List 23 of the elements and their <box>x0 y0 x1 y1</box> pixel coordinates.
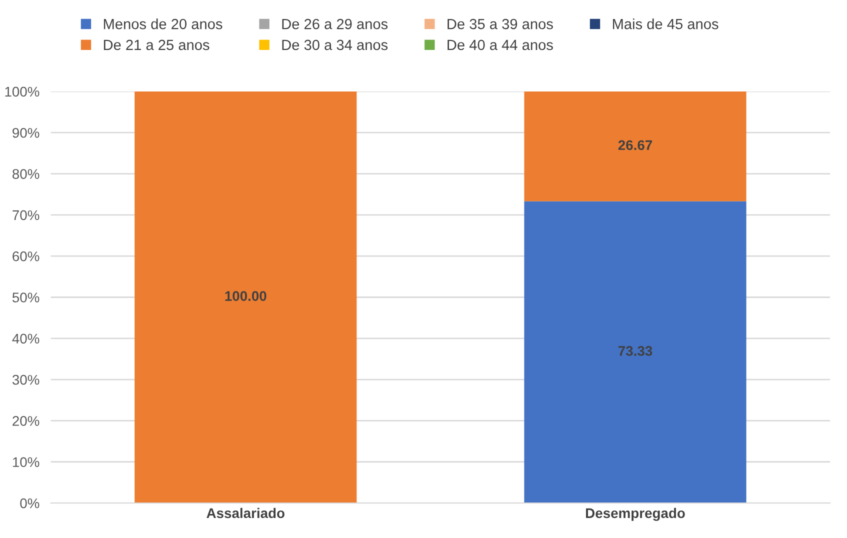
y-tick-label: 10% <box>12 457 40 468</box>
legend-label: De 26 a 29 anos <box>282 18 388 30</box>
data-label: 100.00 <box>225 291 266 301</box>
x-tick-label: Desempregado <box>586 508 685 521</box>
data-label: 73.33 <box>618 346 652 356</box>
y-tick-label: 60% <box>12 251 40 262</box>
x-tick-label: Assalariado <box>206 508 284 518</box>
y-tick-label: 70% <box>12 210 40 220</box>
legend-label: De 35 a 39 anos <box>448 18 553 30</box>
y-tick-label: 50% <box>12 292 40 302</box>
y-tick-label: 90% <box>12 128 40 138</box>
y-tick-label: 80% <box>12 169 40 179</box>
y-tick-label: 0% <box>20 498 40 508</box>
data-label: 26.67 <box>618 140 652 150</box>
y-tick-label: 40% <box>12 334 40 344</box>
y-tick-label: 100% <box>5 86 40 97</box>
legend-label: De 30 a 34 anos <box>282 40 388 50</box>
y-tick-label: 30% <box>12 374 40 385</box>
legend-label: De 40 a 44 anos <box>448 40 553 50</box>
y-tick-label: 20% <box>12 416 40 426</box>
legend-label: De 21 a 25 anos <box>104 40 210 50</box>
legend-label: Mais de 45 anos <box>612 18 718 30</box>
legend-label: Menos de 20 anos <box>104 18 222 30</box>
